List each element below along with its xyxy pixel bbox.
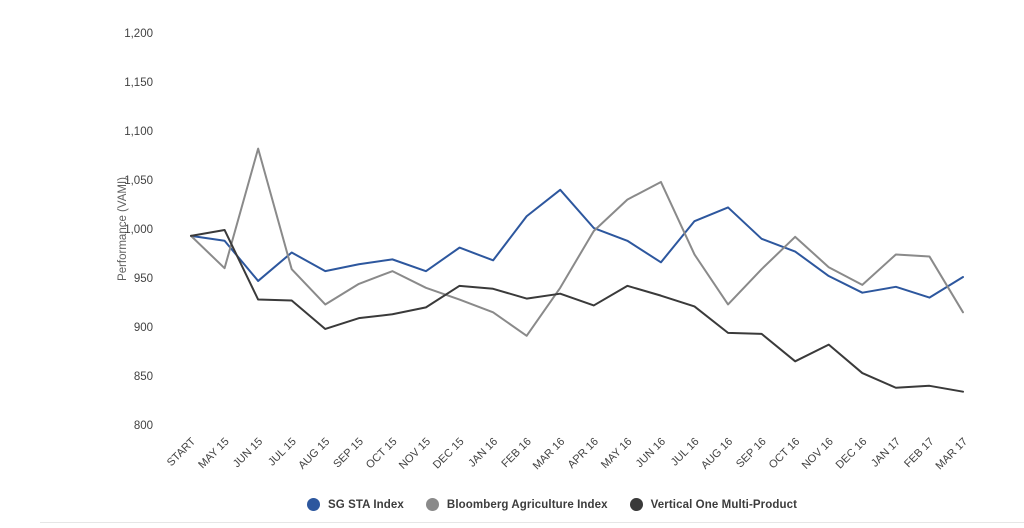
x-tick-label: MAY 16 [599, 436, 634, 471]
x-tick-label: MAY 15 [196, 436, 231, 471]
x-tick-label: AUG 16 [699, 436, 735, 472]
x-tick-label: NOV 16 [800, 436, 836, 472]
y-tick-label: 1,050 [124, 175, 153, 187]
chart-plot-area: Performance (VAMI) 1,2001,1501,1001,0501… [117, 28, 970, 472]
legend-label: SG STA Index [327, 498, 404, 511]
y-axis-tick-labels: 1,200 1,150 1,100 1,050 1,000 950 900 850 800 [124, 28, 153, 432]
legend-label: Bloomberg Agriculture Index [446, 498, 608, 511]
series-line-bloomberg-agriculture-index [190, 147, 964, 337]
y-tick-label: 850 [134, 371, 153, 383]
x-tick-label: FEB 17 [902, 436, 936, 470]
legend-item-sg-sta-index: SG STA Index [306, 498, 404, 511]
data-series-lines [190, 147, 964, 393]
x-tick-label: APR 16 [566, 436, 601, 471]
legend-swatch-icon [629, 498, 643, 511]
x-tick-label: AUG 15 [296, 436, 332, 472]
x-tick-label: SEP 15 [331, 436, 366, 471]
x-tick-label: JAN 17 [869, 436, 903, 470]
legend-label: Vertical One Multi-Product [650, 498, 798, 511]
legend-item-vertical-one-multi-product: Vertical One Multi-Product [629, 498, 798, 511]
y-axis-title: Performance (VAMI) [117, 177, 129, 281]
y-tick-label: 1,200 [124, 28, 153, 40]
x-tick-label: DEC 15 [431, 436, 467, 472]
chart-legend: SG STA Index Bloomberg Agriculture Index V… [40, 498, 1024, 511]
performance-line-chart: Performance (VAMI) 1,200 1,150 1,100 1,050 1… [40, 16, 1024, 528]
y-tick-label: 950 [134, 273, 153, 285]
series-line-vertical-one-multi-product [190, 228, 964, 393]
x-tick-label: NOV 15 [397, 436, 433, 472]
x-tick-label: JAN 16 [466, 436, 500, 470]
y-tick-label: 1,100 [124, 126, 153, 138]
legend-item-bloomberg-agriculture-index: Bloomberg Agriculture Index [425, 498, 608, 511]
x-tick-label: MAR 16 [531, 436, 568, 473]
y-tick-label: 900 [134, 322, 153, 334]
x-tick-label: JUL 16 [669, 436, 702, 469]
x-tick-label: DEC 16 [834, 436, 870, 472]
y-tick-label: 1,000 [124, 224, 153, 236]
legend-swatch-icon [425, 498, 439, 511]
y-tick-label: 800 [134, 420, 153, 432]
legend-swatch-icon [306, 498, 320, 511]
bottom-divider [40, 522, 1024, 523]
x-tick-label: OCT 16 [767, 436, 803, 472]
x-tick-label: OCT 15 [364, 436, 400, 472]
x-tick-label: JUN 16 [634, 436, 668, 470]
x-tick-label: JUL 15 [266, 436, 299, 469]
x-tick-label: MAR 17 [934, 436, 971, 473]
x-tick-label: SEP 16 [734, 436, 769, 471]
x-tick-label: FEB 16 [499, 436, 533, 470]
y-tick-label: 1,150 [124, 77, 153, 89]
series-line-sg-sta-index [190, 188, 964, 299]
x-tick-label: START [165, 435, 198, 468]
x-tick-label: JUN 15 [231, 436, 265, 470]
